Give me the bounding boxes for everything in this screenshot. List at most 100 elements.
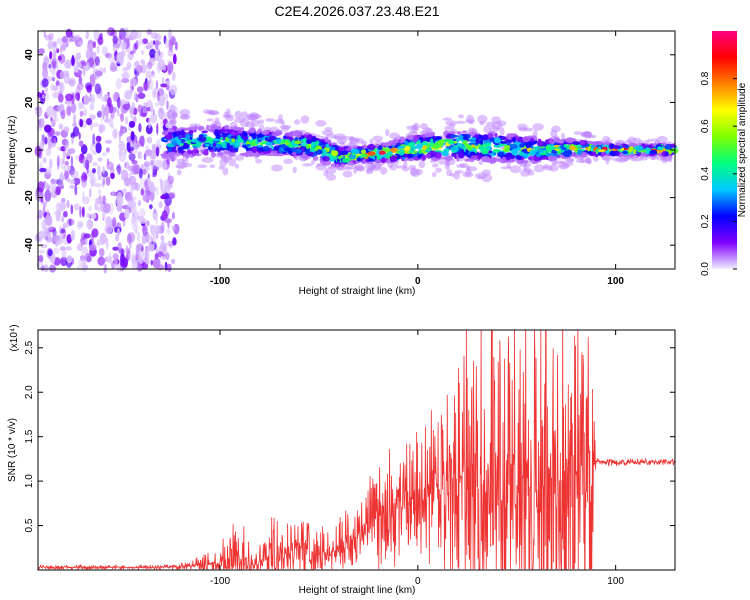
ridge-blob bbox=[238, 139, 245, 143]
noise-blob bbox=[129, 50, 135, 55]
noise-blob bbox=[171, 106, 178, 114]
halo-blob bbox=[367, 164, 376, 170]
halo-blob bbox=[396, 165, 407, 169]
noise-blob bbox=[73, 66, 79, 73]
ridge-blob bbox=[635, 145, 644, 151]
ridge-blob bbox=[527, 156, 535, 160]
ridge-blob bbox=[257, 145, 264, 148]
noise-blob bbox=[135, 249, 140, 260]
halo-blob bbox=[496, 120, 507, 127]
ridge-blob bbox=[184, 128, 188, 131]
noise-blob bbox=[143, 161, 151, 167]
noise-blob bbox=[152, 235, 156, 246]
noise-blob bbox=[35, 106, 43, 118]
noise-blob bbox=[102, 177, 106, 186]
ridge-blob bbox=[541, 156, 547, 160]
ridge-blob bbox=[506, 133, 515, 138]
halo-blob bbox=[209, 164, 216, 168]
noise-blob bbox=[101, 46, 109, 56]
noise-blob bbox=[128, 120, 136, 128]
ridge-blob bbox=[195, 141, 201, 148]
noise-blob bbox=[153, 208, 157, 214]
noise-blob bbox=[163, 118, 168, 125]
noise-blob bbox=[145, 258, 150, 265]
noise-blob bbox=[62, 222, 70, 228]
ridge-blob bbox=[407, 158, 414, 162]
noise-blob bbox=[98, 189, 102, 195]
halo-blob bbox=[332, 136, 345, 140]
noise-blob bbox=[51, 179, 60, 185]
noise-blob bbox=[109, 64, 118, 72]
noise-blob bbox=[94, 83, 102, 95]
noise-blob bbox=[94, 202, 99, 211]
noise-blob bbox=[68, 77, 76, 87]
noise-blob bbox=[68, 218, 72, 227]
ridge-blob bbox=[615, 152, 620, 155]
halo-blob bbox=[168, 120, 176, 125]
halo-blob bbox=[201, 157, 214, 163]
noise-blob bbox=[132, 215, 136, 224]
noise-blob bbox=[60, 109, 66, 120]
noise-blob bbox=[154, 40, 159, 51]
noise-blob bbox=[136, 86, 144, 93]
noise-blob bbox=[129, 146, 135, 151]
halo-blob bbox=[412, 122, 420, 131]
ridge-blob bbox=[255, 131, 261, 135]
ridge-blob bbox=[656, 146, 664, 150]
halo-blob bbox=[222, 167, 229, 176]
ridge-blob bbox=[494, 137, 501, 144]
halo-blob bbox=[558, 160, 569, 170]
halo-blob bbox=[311, 160, 316, 165]
ridge-blob bbox=[478, 145, 484, 150]
ridge-blob bbox=[536, 153, 542, 158]
noise-blob bbox=[106, 226, 113, 234]
noise-blob bbox=[84, 159, 90, 170]
noise-blob bbox=[105, 255, 113, 263]
noise-blob bbox=[112, 253, 119, 260]
noise-blob bbox=[53, 85, 59, 91]
noise-blob bbox=[97, 256, 105, 266]
ridge-blob bbox=[367, 151, 376, 156]
ridge-blob bbox=[408, 149, 414, 154]
noise-blob bbox=[147, 73, 156, 79]
noise-blob bbox=[79, 110, 84, 117]
ridge-blob bbox=[383, 153, 387, 160]
noise-blob bbox=[165, 122, 172, 129]
ridge-blob bbox=[484, 142, 492, 147]
noise-blob bbox=[41, 264, 45, 272]
noise-blob bbox=[137, 200, 142, 207]
ridge-blob bbox=[225, 129, 234, 133]
noise-blob bbox=[71, 136, 74, 145]
ridge-blob bbox=[390, 155, 397, 161]
ridge-blob bbox=[257, 137, 264, 141]
ridge-blob bbox=[400, 138, 404, 144]
noise-blob bbox=[39, 167, 47, 173]
noise-blob bbox=[63, 202, 67, 209]
ridge-blob bbox=[283, 147, 292, 152]
noise-blob bbox=[91, 228, 99, 238]
y-tick-label: 2.5 bbox=[24, 340, 35, 354]
ridge-blob bbox=[557, 149, 562, 154]
halo-blob bbox=[255, 159, 263, 164]
noise-blob bbox=[120, 125, 123, 137]
ridge-blob bbox=[422, 140, 429, 146]
noise-blob bbox=[147, 136, 153, 144]
noise-blob bbox=[105, 52, 112, 59]
ridge-blob bbox=[304, 149, 310, 155]
noise-blob bbox=[45, 225, 52, 231]
noise-blob bbox=[146, 234, 153, 245]
halo-blob bbox=[605, 156, 610, 165]
noise-blob bbox=[85, 236, 88, 246]
noise-blob bbox=[166, 263, 172, 272]
noise-blob bbox=[48, 32, 54, 42]
ridge-blob bbox=[512, 136, 517, 143]
ridge-blob bbox=[361, 153, 368, 158]
ridge-blob bbox=[224, 126, 230, 130]
halo-blob bbox=[483, 125, 491, 134]
noise-blob bbox=[78, 101, 83, 110]
noise-blob bbox=[120, 102, 123, 113]
halo-blob bbox=[294, 119, 301, 125]
noise-blob bbox=[44, 189, 52, 202]
ridge-blob bbox=[242, 135, 249, 140]
ridge-blob bbox=[271, 131, 281, 137]
